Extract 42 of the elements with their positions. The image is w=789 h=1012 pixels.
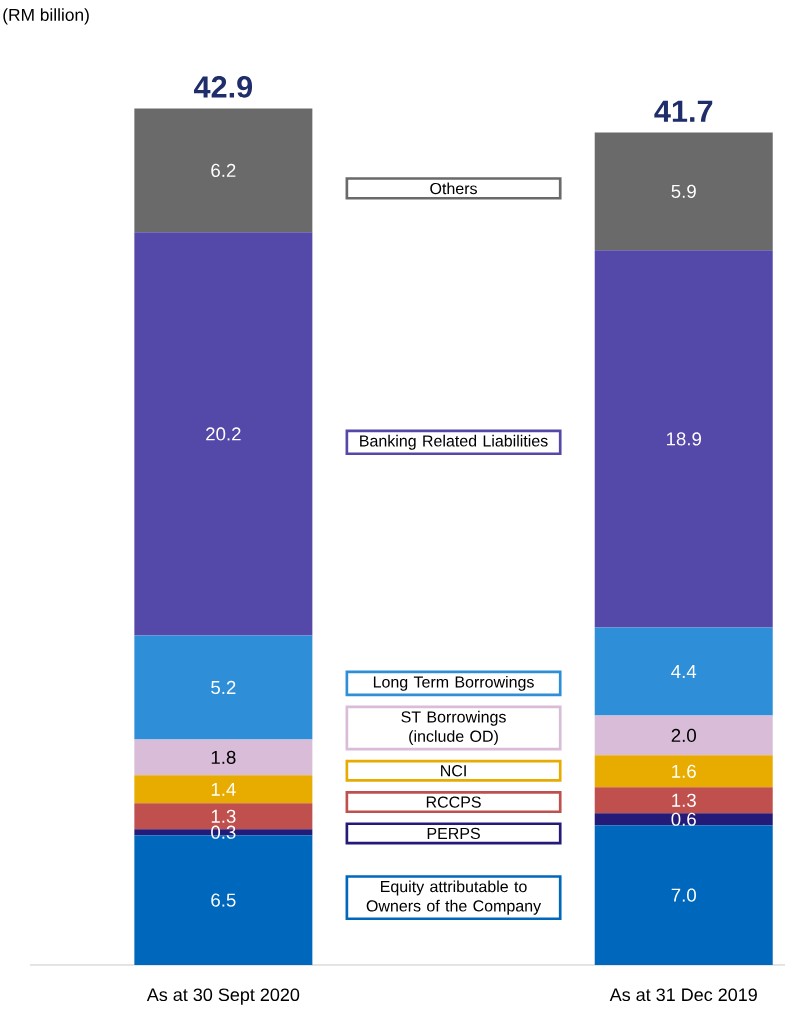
text: Others [430,182,477,195]
bar [594,132,773,251]
total-label: 42.9 [193,76,253,98]
text: RCCPS [426,796,481,808]
data-label: 2.0 [671,728,696,743]
x-tick-label: As at 30 Sept 2020 [146,988,300,1005]
bar [134,108,313,233]
text: ST Borrowings (include OD) [401,710,506,746]
bar [134,775,313,804]
data-label: 18.9 [666,432,701,446]
data-label: 1.3 [672,793,696,807]
data-label: 4.4 [671,665,697,678]
bar [594,715,773,756]
data-label: 6.2 [211,163,236,178]
data-label: 20.2 [206,427,241,441]
data-label: 6.5 [211,893,236,907]
bar [594,787,773,814]
text: NCI [441,765,466,777]
bar [594,755,773,788]
data-label: 0.3 [211,825,236,839]
bar [134,232,313,636]
text: Banking Related Liabilities [360,434,548,450]
data-label: 1.4 [211,782,236,796]
bar [594,825,773,965]
data-label: 7.0 [671,888,696,902]
data-label: 0.6 [671,812,696,826]
text: Long Term Borrowings [373,675,534,691]
text: Equity attributable to Owners of the Company [366,880,542,915]
data-label: 1.6 [672,764,696,778]
x-tick-label: As at 31 Dec 2019 [609,988,757,1002]
y-axis-title: (RM billion) [3,8,89,25]
data-label: 1.8 [211,750,236,764]
total-label: 41.7 [654,100,713,122]
bar [594,250,773,628]
bar [134,635,313,740]
text: PERPS [427,827,480,840]
data-label: 5.2 [211,680,236,695]
data-label: 1.3 [211,809,236,823]
bar [594,627,773,716]
data-label: 5.9 [671,184,696,198]
bar [594,813,773,826]
bar [134,739,313,776]
